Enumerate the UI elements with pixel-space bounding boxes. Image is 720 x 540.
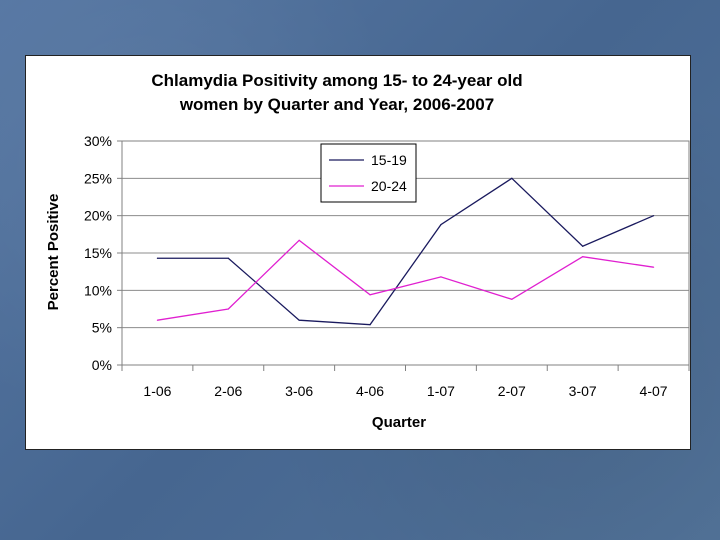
legend-label: 15-19 — [371, 152, 407, 168]
chart-title-line-1: Chlamydia Positivity among 15- to 24-yea… — [151, 71, 522, 90]
y-axis-ticks: 0% 5% 10% 15% 20% 25% 30% — [84, 133, 122, 373]
x-tick-label: 3-07 — [569, 383, 597, 399]
data-point — [156, 319, 159, 321]
data-point — [369, 294, 371, 296]
y-tick-label: 5% — [92, 320, 112, 336]
x-tick-label: 2-07 — [498, 383, 526, 399]
data-point — [227, 257, 229, 259]
y-tick-label: 15% — [84, 245, 112, 261]
x-tick-label: 3-06 — [285, 383, 313, 399]
data-point — [227, 308, 229, 310]
legend-label: 20-24 — [371, 178, 407, 194]
data-point — [298, 319, 300, 321]
data-point — [511, 177, 513, 179]
series-line-20-24 — [157, 239, 654, 321]
y-axis-label: Percent Positive — [45, 194, 62, 311]
data-point — [298, 239, 300, 241]
y-tick-label: 25% — [84, 170, 112, 186]
series-lines — [156, 177, 655, 326]
y-tick-label: 30% — [84, 133, 112, 149]
y-tick-label: 20% — [84, 208, 112, 224]
line-chart: Chlamydia Positivity among 15- to 24-yea… — [45, 71, 690, 431]
chart-title: Chlamydia Positivity among 15- to 24-yea… — [151, 71, 522, 114]
chart-frame: Chlamydia Positivity among 15- to 24-yea… — [25, 55, 691, 450]
chart-title-line-2: women by Quarter and Year, 2006-2007 — [179, 95, 494, 114]
data-point — [652, 215, 655, 217]
x-tick-label: 4-06 — [356, 383, 384, 399]
x-tick-label: 1-06 — [143, 383, 171, 399]
legend-box — [320, 143, 417, 203]
data-point — [582, 245, 584, 247]
data-point — [440, 276, 442, 278]
y-tick-label: 0% — [92, 357, 112, 373]
data-point — [156, 257, 159, 259]
series-line-15-19 — [157, 177, 654, 326]
y-tick-label: 10% — [84, 282, 112, 298]
data-point — [440, 224, 442, 226]
data-point — [582, 256, 584, 258]
x-axis-label: Quarter — [372, 414, 426, 431]
chart-legend: 15-19 20-24 — [320, 143, 417, 203]
data-point — [652, 266, 655, 268]
x-axis-ticks: 1-06 2-06 3-06 4-06 1-07 2-07 3-07 4-07 — [121, 365, 690, 399]
data-point — [369, 324, 371, 326]
x-tick-label: 4-07 — [640, 383, 668, 399]
x-tick-label: 2-06 — [214, 383, 242, 399]
x-tick-label: 1-07 — [427, 383, 455, 399]
data-point — [511, 298, 513, 300]
